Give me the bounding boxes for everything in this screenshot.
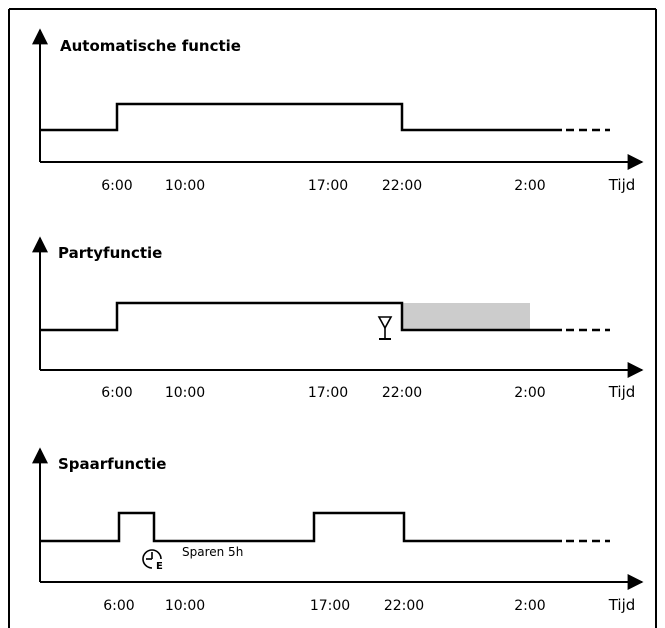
tick-label-10: 10:00 [165, 598, 205, 614]
tick-label-10: 10:00 [165, 178, 205, 194]
schedule-line [40, 102, 562, 132]
tick-label-10: 10:00 [165, 385, 205, 401]
party-extension-highlight [402, 303, 530, 329]
tick-label-22: 22:00 [384, 598, 424, 614]
x-axis-label: Tijd [608, 383, 636, 401]
tick-label-2: 2:00 [514, 385, 545, 401]
panel-title: Spaarfunctie [58, 455, 166, 473]
panel-title: Partyfunctie [58, 244, 162, 262]
x-axis-label: Tijd [608, 596, 636, 614]
x-axis-label: Tijd [608, 176, 636, 194]
tick-label-22: 22:00 [382, 385, 422, 401]
schedule-line [40, 511, 562, 543]
panel-title: Automatische functie [60, 37, 241, 55]
glass-icon [377, 316, 393, 340]
schedule-line [40, 301, 562, 332]
tick-label-2: 2:00 [514, 598, 545, 614]
panel-saving: Spaarfunctie E Sparen 5h 6:00 10:00 17:0… [32, 447, 644, 614]
tick-label-17: 17:00 [310, 598, 350, 614]
tick-label-17: 17:00 [308, 178, 348, 194]
tick-label-6: 6:00 [101, 385, 132, 401]
tick-label-2: 2:00 [514, 178, 545, 194]
tick-label-17: 17:00 [308, 385, 348, 401]
panel-party: Partyfunctie 6:00 10:00 17:00 22:00 2:00… [32, 236, 644, 401]
svg-text:E: E [156, 561, 163, 572]
clock-e-icon: E [142, 549, 163, 572]
tick-label-6: 6:00 [101, 178, 132, 194]
tick-label-6: 6:00 [103, 598, 134, 614]
panel-automatic: Automatische functie 6:00 10:00 17:00 22… [32, 28, 644, 194]
saving-note: Sparen 5h [182, 545, 243, 559]
tick-label-22: 22:00 [382, 178, 422, 194]
